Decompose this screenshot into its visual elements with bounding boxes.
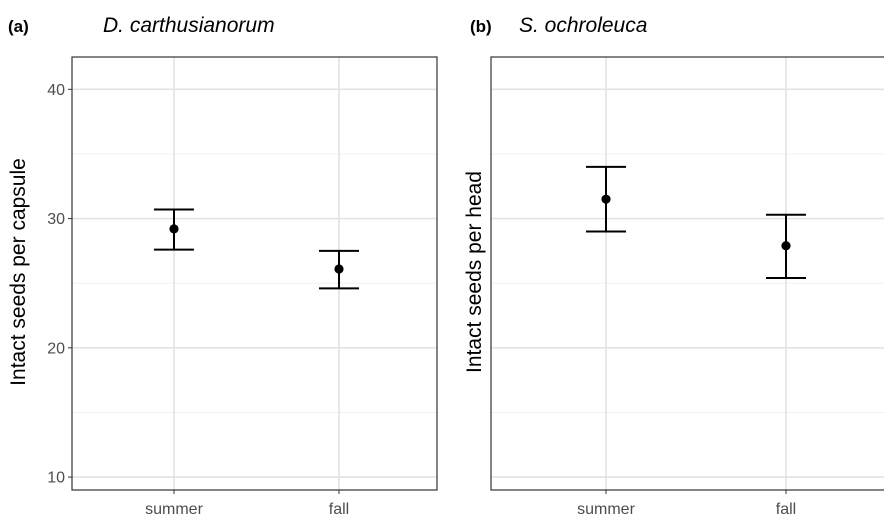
panel-a: (a) D. carthusianorum Intact seeds per c… xyxy=(7,14,438,518)
panel-b-frame xyxy=(490,56,884,491)
panel-a-y-tick-label: 30 xyxy=(47,211,65,228)
panel-b-tag: (b) xyxy=(470,17,492,36)
panel-b-point-summer xyxy=(601,194,611,204)
panel-b-y-axis-label: Intact seeds per head xyxy=(463,171,486,373)
panel-a-y-tick-label: 40 xyxy=(47,82,65,99)
panel-b-x-tick-label: fall xyxy=(776,501,796,518)
panel-a-y-tick-label: 20 xyxy=(47,340,65,357)
panel-b: (b) S. ochroleuca Intact seeds per head … xyxy=(463,14,884,518)
panel-a-ticks: 10 20 30 40 summer fall xyxy=(47,82,349,518)
panel-b-ticks: summer fall xyxy=(577,490,796,518)
panel-b-point-fall xyxy=(781,241,791,251)
panel-a-point-summer xyxy=(169,224,179,234)
panel-b-x-tick-label: summer xyxy=(577,501,635,518)
panel-a-x-tick-label: fall xyxy=(329,501,349,518)
panel-a-tag: (a) xyxy=(8,17,29,36)
panel-a-title: D. carthusianorum xyxy=(103,14,275,37)
panel-b-grid xyxy=(491,57,884,490)
panel-a-x-tick-label: summer xyxy=(145,501,203,518)
panel-a-y-tick-label: 10 xyxy=(47,470,65,487)
panel-b-title: S. ochroleuca xyxy=(519,14,647,37)
panel-a-grid xyxy=(72,57,437,490)
panel-a-marks xyxy=(154,208,359,290)
panel-a-frame xyxy=(71,56,438,491)
panel-b-marks xyxy=(586,165,806,280)
panel-a-y-axis-label: Intact seeds per capsule xyxy=(7,158,30,386)
panel-a-point-fall xyxy=(334,264,344,274)
